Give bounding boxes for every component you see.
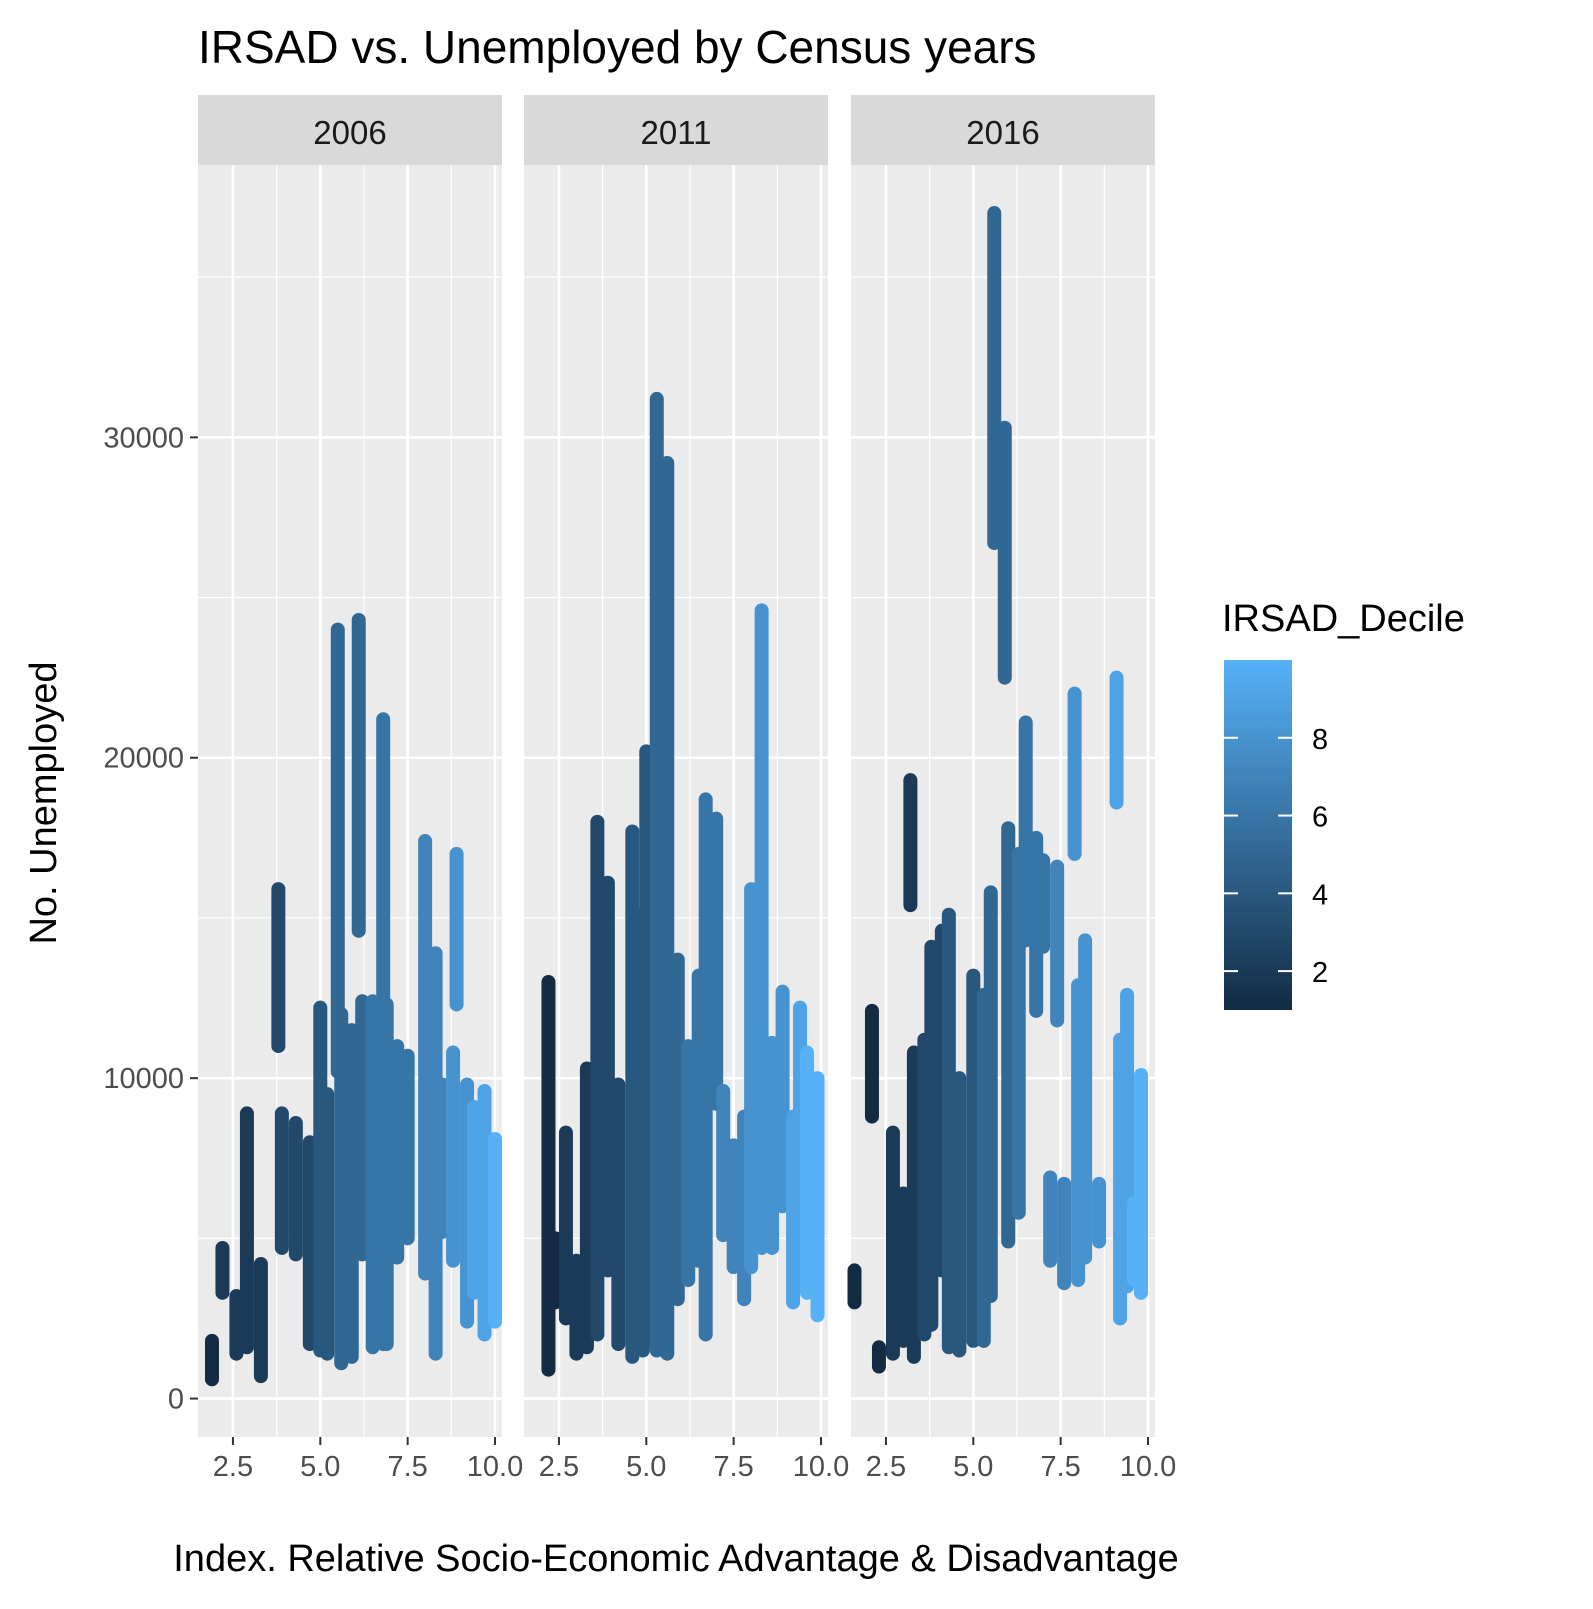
y-tick-label: 30000 (103, 422, 184, 454)
facet-strip (851, 95, 1155, 165)
legend-colorbar (1224, 660, 1292, 1010)
facet-strip (198, 95, 502, 165)
legend-ticks: 2 4 6 8 (1224, 724, 1328, 989)
x-tick-label: 7.5 (387, 1451, 427, 1483)
x-tick-label: 5.0 (953, 1451, 993, 1483)
x-axis-title: Index. Relative Socio-Economic Advantage… (173, 1538, 1178, 1580)
x-tick-label: 7.5 (713, 1451, 753, 1483)
x-tick-label: 10.0 (1120, 1451, 1176, 1483)
y-tick-label: 10000 (103, 1063, 184, 1095)
x-tick-label: 2.5 (539, 1451, 579, 1483)
facet-panel-2016: 2016 2.5 5.0 7.5 10.0 (847, 95, 1176, 1483)
facet-strip (524, 95, 828, 165)
facet-strip-label: 2016 (966, 114, 1039, 151)
x-tick-label: 2.5 (866, 1451, 906, 1483)
x-tick-label: 10.0 (793, 1451, 849, 1483)
legend-tick-label: 4 (1312, 879, 1328, 911)
legend-title: IRSAD_Decile (1222, 598, 1465, 640)
chart-title: IRSAD vs. Unemployed by Census years (198, 21, 1037, 73)
facet-strip-label: 2006 (313, 114, 386, 151)
x-tick-label: 10.0 (467, 1451, 523, 1483)
legend-tick-label: 8 (1312, 724, 1328, 756)
x-tick-label: 5.0 (626, 1451, 666, 1483)
legend-tick-label: 2 (1312, 957, 1328, 989)
facet-panel-2006: 2006 2.5 5.0 7.5 10.0 (198, 95, 523, 1483)
y-tick-label: 20000 (103, 743, 184, 775)
facet-panel-2011: 2011 2.5 5.0 7.5 10.0 (524, 95, 849, 1483)
y-tick-label: 0 (168, 1384, 184, 1416)
facet-strip-label: 2011 (641, 114, 712, 151)
y-axis-title: No. Unemployed (23, 661, 65, 944)
legend-tick-label: 6 (1312, 802, 1328, 834)
x-tick-label: 2.5 (213, 1451, 253, 1483)
color-legend: IRSAD_Decile 2 4 6 8 (1222, 598, 1465, 1010)
x-tick-label: 7.5 (1040, 1451, 1080, 1483)
x-tick-label: 5.0 (300, 1451, 340, 1483)
y-axis: 0 10000 20000 30000 (103, 422, 198, 1416)
facet-panels: 2006 2.5 5.0 7.5 10.0 2011 2.5 5.0 7.5 10.0 2016 2.… (198, 95, 1176, 1483)
